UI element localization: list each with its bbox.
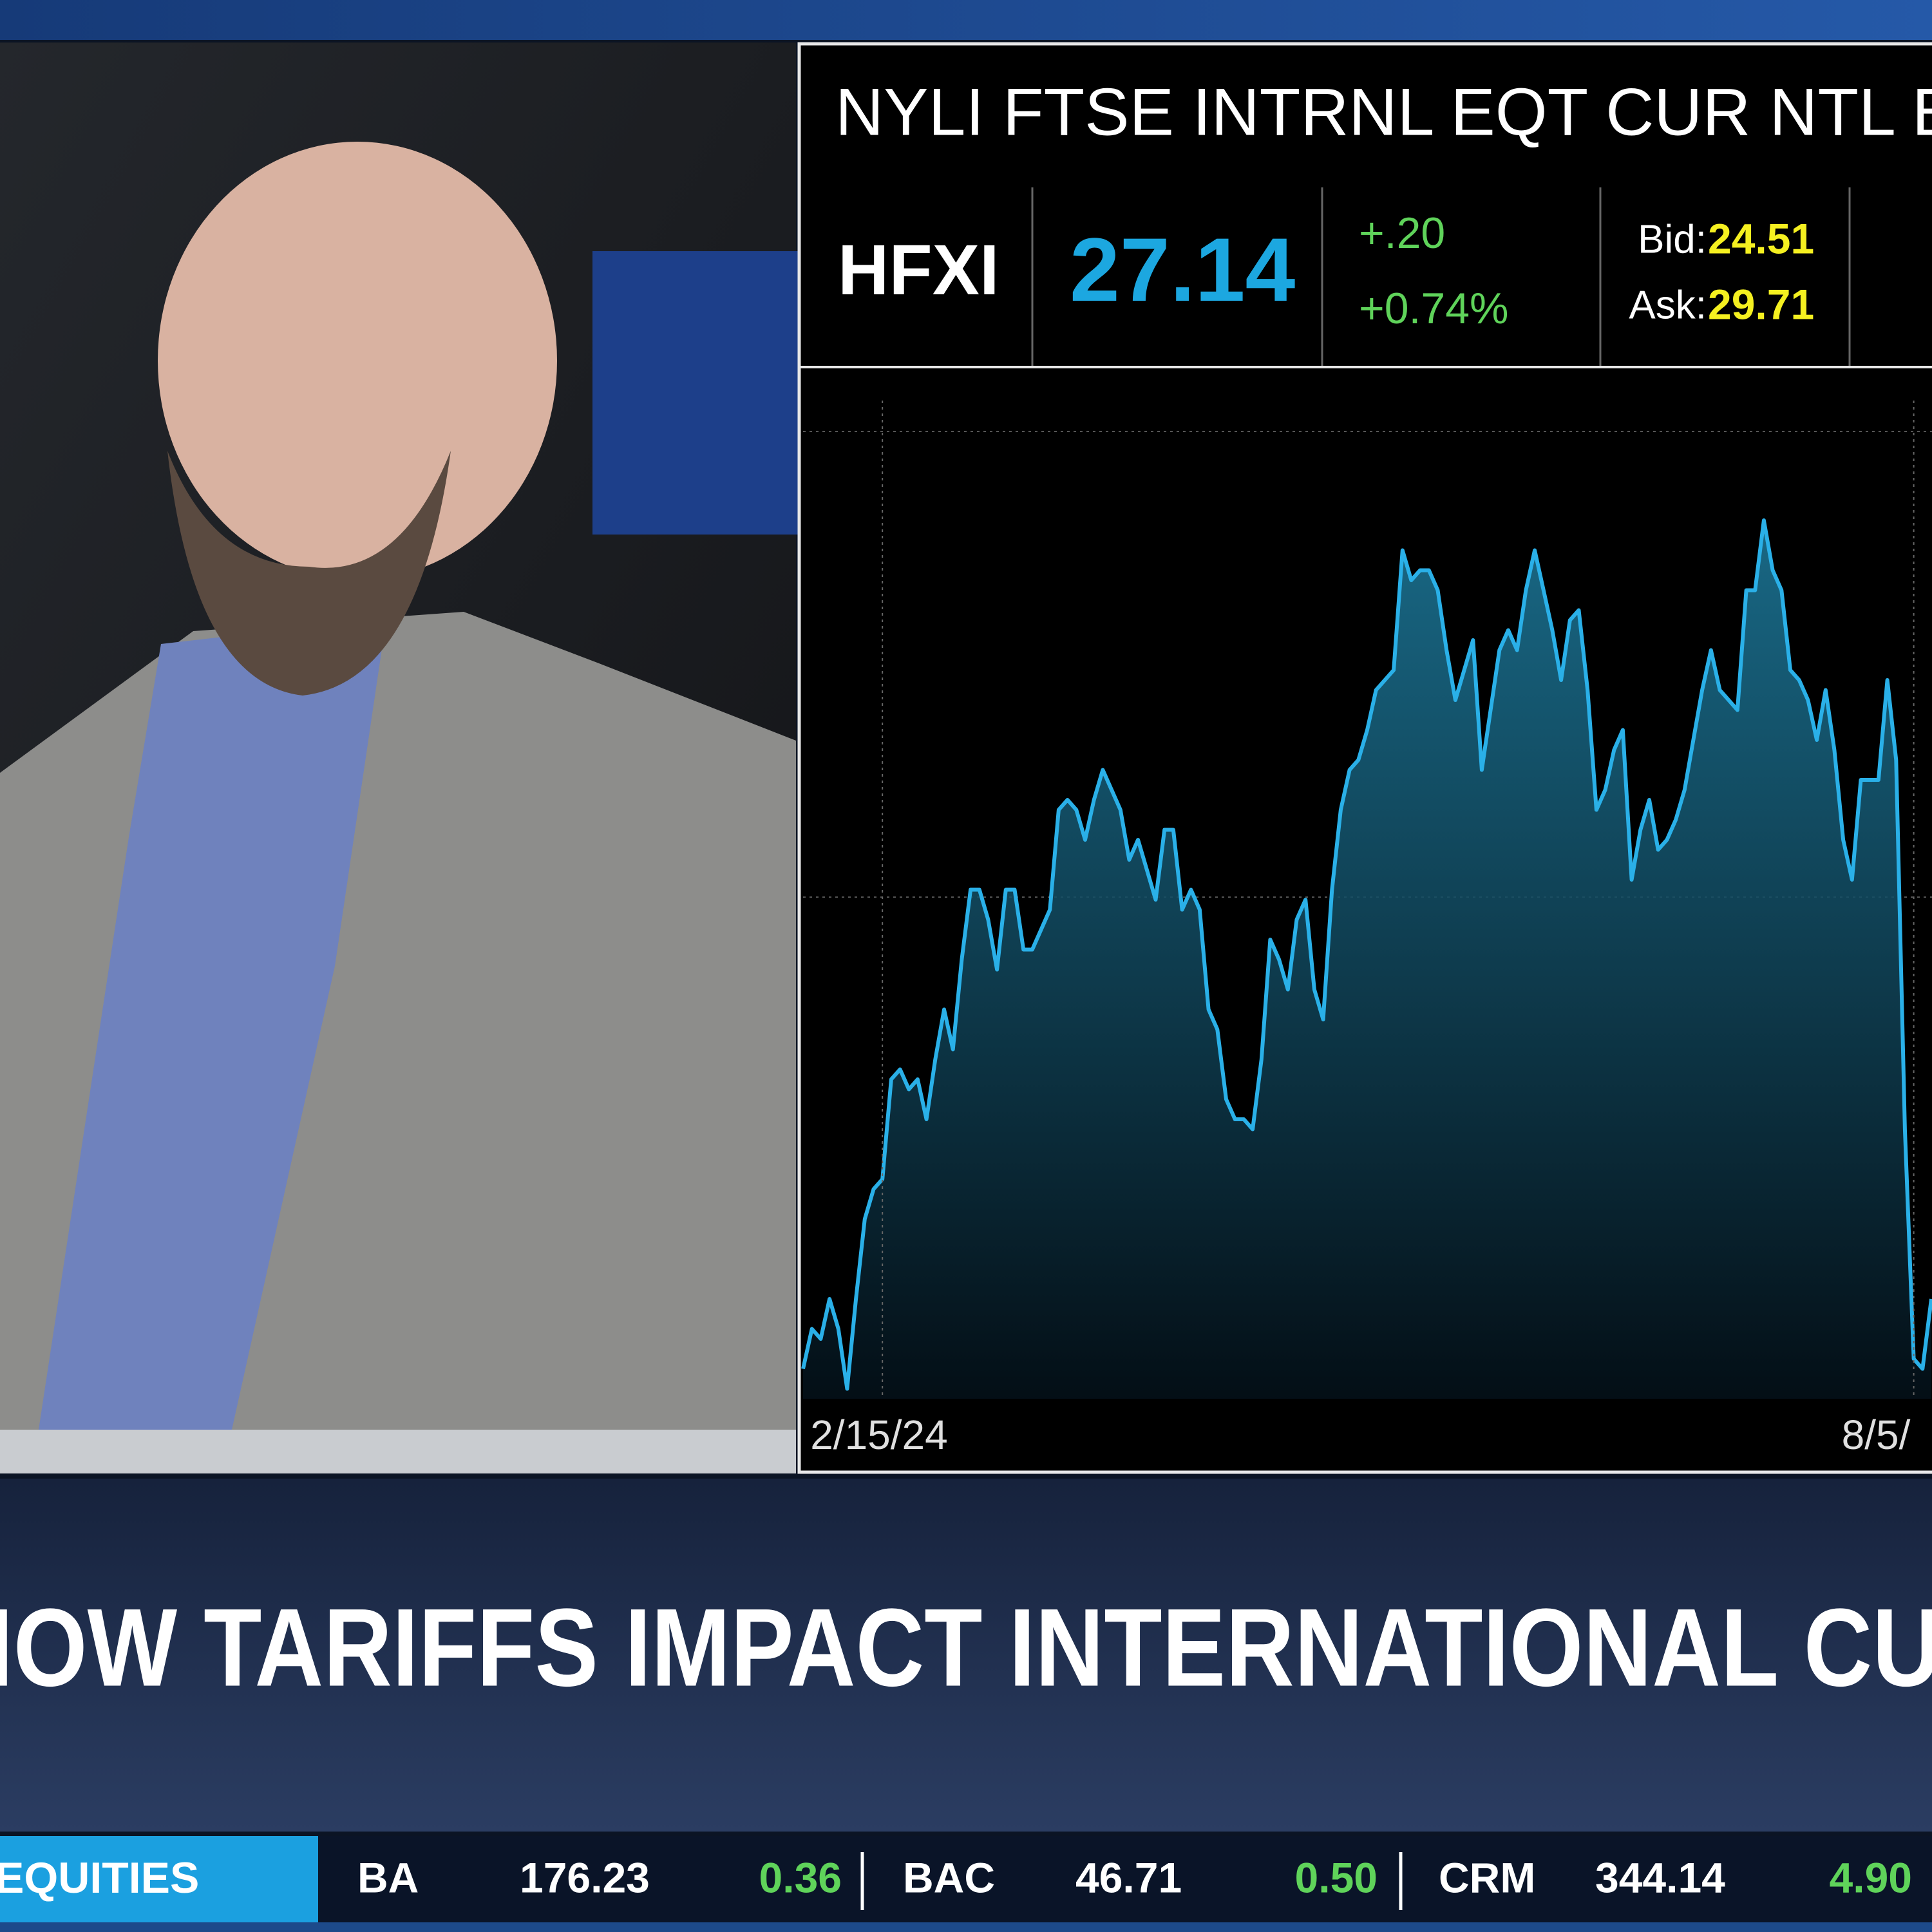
ask-label: Ask:: [1629, 283, 1707, 327]
ticker-bar: [0, 1836, 1932, 1922]
ask: 29.71: [1708, 280, 1814, 328]
ticker-section-box: [0, 1836, 318, 1922]
ticker-price: 176.23: [520, 1853, 650, 1901]
ticker-price: 344.14: [1595, 1853, 1725, 1901]
bottom-strip: [0, 1922, 1932, 1932]
desk-edge: [0, 1430, 796, 1473]
lower-third: [0, 1479, 1932, 1832]
ticker-section: EQUITIES: [0, 1853, 199, 1902]
shirt: [39, 618, 386, 1430]
bid: 24.51: [1708, 214, 1814, 262]
bid-label: Bid:: [1638, 217, 1707, 261]
price-chart: 2/15/24 8/5/: [801, 401, 1932, 1458]
security-name: NYLI FTSE INTRNL EQT CUR NTL ET: [835, 75, 1932, 149]
ticker-price: 46.71: [1075, 1853, 1182, 1901]
last-price: 27.14: [1070, 219, 1295, 320]
ticker-change: 0.36: [759, 1853, 842, 1901]
change: +.20: [1359, 209, 1445, 258]
ticker-symbol: BA: [357, 1853, 419, 1901]
head: [158, 142, 557, 580]
ticker-change: 0.50: [1295, 1853, 1378, 1901]
x-tick-label: 8/5/: [1842, 1412, 1911, 1458]
ticker-quotes: BA 176.23 0.36 BAC 46.71 0.50 CRM 344.14 4.90: [357, 1852, 1912, 1910]
studio-monitor: [592, 251, 799, 535]
headline: HOW TARIFFS IMPACT INTERNATIONAL CU: [0, 1586, 1932, 1709]
top-bar: [0, 0, 1932, 40]
video-feed: [0, 43, 799, 1473]
change-percent: +0.74%: [1359, 284, 1509, 333]
x-tick-label: 2/15/24: [810, 1412, 948, 1458]
ticker-symbol: BAC: [903, 1853, 995, 1901]
ticker-symbol: CRM: [1439, 1853, 1535, 1901]
beard: [167, 451, 451, 696]
area: [803, 520, 1931, 1399]
ticker-change: 4.90: [1830, 1853, 1912, 1901]
symbol: HFXI: [838, 231, 999, 310]
price-line: [801, 518, 1932, 1391]
